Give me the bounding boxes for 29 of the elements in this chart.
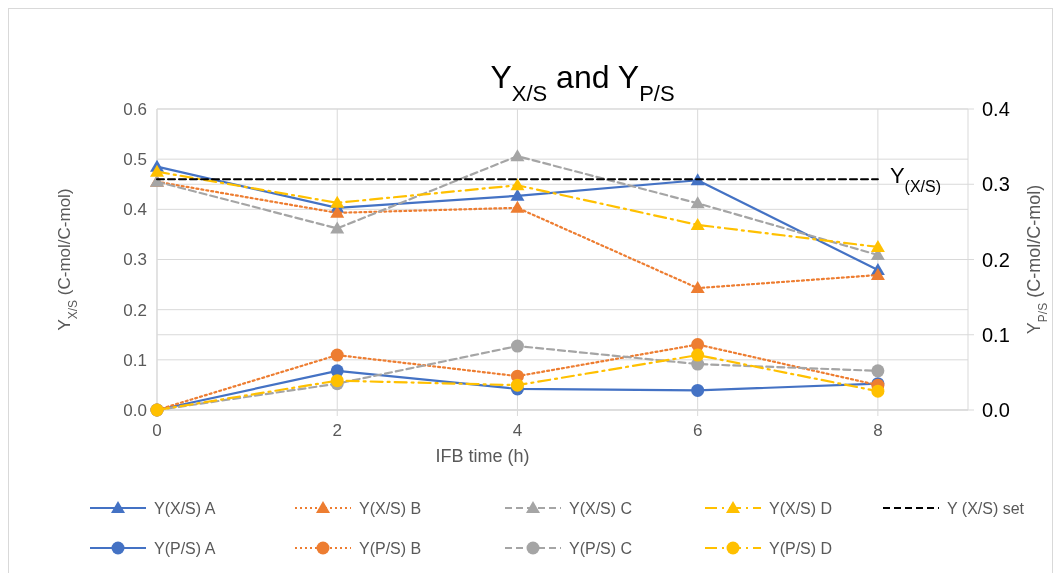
legend-label: Y(X/S) A: [154, 499, 216, 517]
legend-label: Y(X/S) B: [359, 499, 422, 517]
y2-tick-label: 0.4: [982, 98, 1010, 120]
x-tick-label: 2: [332, 421, 342, 440]
x-tick-label: 8: [873, 421, 883, 440]
x-tick-label: 6: [692, 421, 703, 440]
annotation: Y$_{(X/S)}$: [889, 162, 942, 195]
y-tick-label: 0.5: [123, 150, 147, 170]
legend-label: Y (X/S) set: [947, 499, 1025, 517]
x-tick-label: 0: [152, 421, 162, 440]
legend-label: Y(X/S) D: [769, 499, 833, 517]
legend-label: Y(P/S) A: [154, 539, 216, 557]
legend-label: Y(P/S) B: [359, 539, 422, 557]
chart-title: Y$_{X/S}$ and Y$_{P/S}$: [490, 59, 675, 106]
y2-tick-label: 0.1: [982, 323, 1010, 346]
legend-label: Y(P/S) C: [569, 539, 633, 557]
y2-tick-label: 0.3: [982, 173, 1010, 196]
legend-label: Y(X/S) C: [569, 499, 633, 517]
y2-tick-label: 0.2: [982, 248, 1010, 271]
x-tick-label: 4: [512, 421, 523, 440]
legend-label: Y(P/S) D: [769, 539, 833, 557]
y-tick-label: 0.6: [123, 99, 147, 119]
y-tick-label: 0.2: [123, 300, 147, 320]
y-tick-label: 0.0: [123, 400, 147, 420]
y-tick-label: 0.1: [123, 350, 147, 370]
y-tick-label: 0.4: [123, 200, 147, 220]
x-axis-title: IFB time (h): [435, 446, 530, 466]
y-tick-label: 0.3: [123, 250, 147, 270]
y2-tick-label: 0.0: [982, 399, 1010, 421]
